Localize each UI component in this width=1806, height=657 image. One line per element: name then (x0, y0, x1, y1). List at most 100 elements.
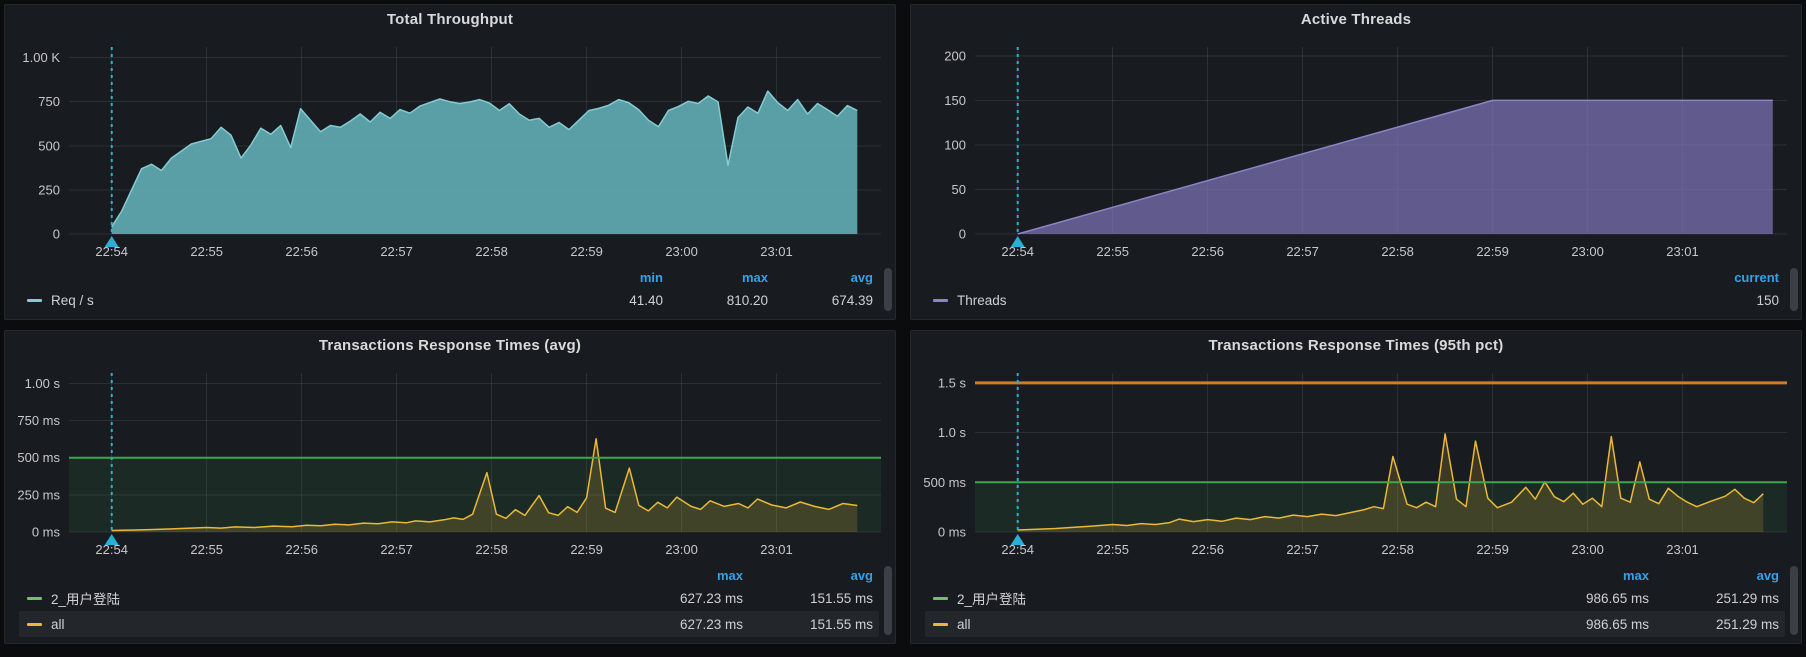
y-axis-tick-label: 0 (53, 227, 60, 242)
legend-stat-header-max[interactable]: max (716, 568, 743, 583)
annotation-marker-icon[interactable] (1010, 236, 1025, 247)
annotation-marker-icon[interactable] (1010, 534, 1025, 545)
legend-header-row: max avg (925, 566, 1785, 585)
y-axis-tick-label: 500 ms (17, 450, 60, 465)
x-axis-tick-label: 22:59 (570, 244, 603, 259)
chart-active-threads[interactable]: 22:54 22:55 22:56 22:57 22:58 22:59 23:00 23:01… (911, 33, 1801, 268)
chart-area: 22:54 22:55 22:56 22:57 22:58 22:59 23:00 23:01… (5, 359, 895, 566)
chart-response-times-95th[interactable]: 22:54 22:55 22:56 22:57 22:58 22:59 23:00 23:01… (911, 359, 1801, 566)
series-color-dash-icon (27, 298, 42, 302)
legend-stat-value: 150 (1756, 292, 1779, 308)
legend-row: 2_用户登陆 627.23 ms 151.55 ms (19, 585, 879, 611)
legend-series-name[interactable]: 2_用户登陆 (27, 588, 613, 608)
legend-scrollbar-thumb[interactable] (884, 268, 892, 311)
legend-stat-value: 151.55 ms (809, 616, 873, 632)
x-axis-tick-label: 23:00 (1571, 542, 1604, 557)
legend-stat-header-max[interactable]: max (1622, 568, 1649, 583)
legend-stat-value: 986.65 ms (1585, 616, 1649, 632)
legend-stat-header-current[interactable]: current (1734, 270, 1779, 285)
series-color-dash-icon (933, 622, 948, 626)
panel-header: Active Threads (911, 5, 1801, 33)
series-color-dash-icon (933, 298, 948, 302)
x-axis-tick-label: 22:55 (190, 542, 223, 557)
series-color-dash-icon (27, 596, 42, 600)
x-axis-tick-label: 23:01 (1666, 542, 1699, 557)
legend-row: all 627.23 ms 151.55 ms (19, 611, 879, 637)
legend-series-name[interactable]: all (933, 617, 1519, 632)
legend-header-row: max avg (19, 566, 879, 585)
y-axis-tick-label: 250 ms (17, 487, 60, 502)
panel-response-times-avg: Transactions Response Times (avg) 22:54 2… (4, 330, 896, 644)
y-axis-tick-label: 1.5 s (938, 375, 967, 390)
legend-stat-value: 251.29 ms (1715, 590, 1779, 606)
legend-series-name[interactable]: Req / s (27, 293, 558, 308)
panel-title[interactable]: Total Throughput (386, 10, 514, 28)
x-axis-tick-label: 22:58 (1381, 542, 1414, 557)
legend-scrollbar-thumb[interactable] (1790, 268, 1798, 311)
legend-stat-header-min[interactable]: min (639, 270, 663, 285)
panel-title[interactable]: Transactions Response Times (avg) (318, 336, 582, 354)
legend-header-row: min max avg (19, 268, 879, 287)
y-axis-tick-label: 1.00 K (22, 50, 60, 65)
legend-stat-value: 810.20 (726, 292, 768, 308)
series-area (111, 91, 858, 234)
legend-row: Threads 150 (925, 287, 1785, 313)
x-axis-tick-label: 22:54 (95, 542, 128, 557)
x-axis-tick-label: 23:01 (760, 542, 793, 557)
annotation-marker-icon[interactable] (104, 236, 119, 247)
legend-header-row: current (925, 268, 1785, 287)
legend-stat-value: 627.23 ms (679, 616, 743, 632)
annotation-marker-icon[interactable] (104, 534, 119, 545)
x-axis-tick-label: 22:59 (1476, 542, 1509, 557)
y-axis-tick-label: 200 (944, 48, 966, 63)
legend-scrollbar-thumb[interactable] (884, 566, 892, 635)
series-color-dash-icon (27, 622, 42, 626)
series-line (111, 90, 858, 228)
chart-total-throughput[interactable]: 22:54 22:55 22:56 22:57 22:58 22:59 23:00 23:01… (5, 33, 895, 268)
series-area (1017, 100, 1773, 235)
y-axis-tick-label: 500 ms (923, 475, 966, 490)
y-axis-tick-label: 0 ms (32, 525, 61, 540)
x-axis-tick-label: 22:58 (475, 244, 508, 259)
y-axis-tick-label: 100 (944, 137, 966, 152)
legend-stat-header-max[interactable]: max (741, 270, 768, 285)
legend-stat-value: 151.55 ms (809, 590, 873, 606)
y-axis-tick-label: 0 ms (938, 525, 967, 540)
legend-stat-value: 674.39 (831, 292, 873, 308)
threshold-region (69, 457, 881, 532)
y-axis-tick-label: 1.00 s (25, 376, 61, 391)
legend-series-name[interactable]: 2_用户登陆 (933, 588, 1519, 608)
x-axis-tick-label: 22:56 (1191, 542, 1224, 557)
y-axis-tick-label: 150 (944, 93, 966, 108)
x-axis-tick-label: 22:59 (570, 542, 603, 557)
y-axis-tick-label: 750 (38, 94, 60, 109)
x-axis-tick-label: 22:56 (285, 542, 318, 557)
panel-title[interactable]: Transactions Response Times (95th pct) (1208, 336, 1504, 354)
legend-stat-header-avg[interactable]: avg (850, 568, 873, 583)
series-color-dash-icon (933, 596, 948, 600)
legend-series-name[interactable]: all (27, 617, 613, 632)
x-axis-tick-label: 22:55 (1096, 542, 1129, 557)
panel-title[interactable]: Active Threads (1300, 10, 1412, 28)
legend-stat-header-avg[interactable]: avg (1756, 568, 1779, 583)
x-axis-tick-label: 22:57 (1286, 542, 1319, 557)
y-axis-tick-label: 50 (952, 182, 966, 197)
y-axis-tick-label: 0 (959, 227, 966, 242)
legend: min max avg Req / s 41.40 810.20 674.39 (5, 268, 895, 319)
x-axis-tick-label: 23:00 (665, 244, 698, 259)
legend-scrollbar-thumb[interactable] (1790, 566, 1798, 635)
legend-series-name[interactable]: Threads (933, 293, 1649, 308)
x-axis-tick-label: 22:56 (1191, 244, 1224, 259)
panel-total-throughput: Total Throughput 22:54 22:55 22:56 22:57 22:… (4, 4, 896, 320)
panel-header: Transactions Response Times (95th pct) (911, 331, 1801, 359)
x-axis-tick-label: 22:58 (475, 542, 508, 557)
chart-response-times-avg[interactable]: 22:54 22:55 22:56 22:57 22:58 22:59 23:00 23:01… (5, 359, 895, 566)
legend-stat-header-avg[interactable]: avg (850, 270, 873, 285)
panel-header: Transactions Response Times (avg) (5, 331, 895, 359)
panel-header: Total Throughput (5, 5, 895, 33)
x-axis-tick-label: 22:54 (1001, 244, 1034, 259)
series-line (1017, 99, 1773, 235)
chart-area: 22:54 22:55 22:56 22:57 22:58 22:59 23:00 23:01… (911, 359, 1801, 566)
series-area (111, 438, 858, 532)
